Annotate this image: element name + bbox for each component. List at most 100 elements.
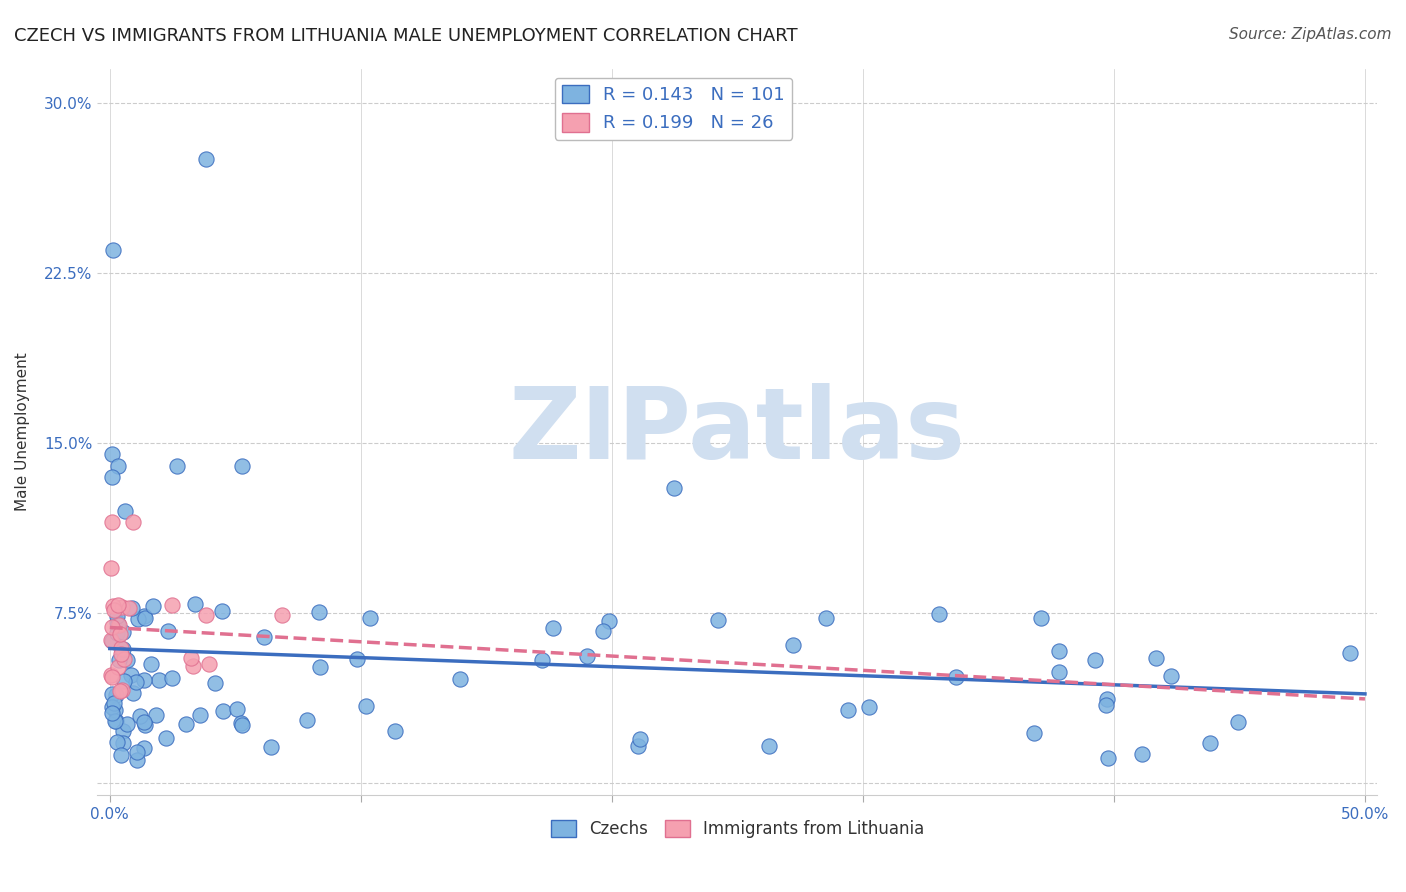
Point <box>225 702 247 716</box>
Point <box>105 689 128 703</box>
Point <box>1160 668 1182 682</box>
Point <box>575 648 598 663</box>
Text: ZIPatlas: ZIPatlas <box>509 383 966 480</box>
Point <box>110 647 132 661</box>
Point <box>117 652 139 666</box>
Point <box>132 673 155 687</box>
Point <box>1199 736 1222 750</box>
Point <box>198 657 221 671</box>
Point <box>627 739 650 754</box>
Point <box>110 627 132 641</box>
Point <box>108 617 131 632</box>
Point <box>945 669 967 683</box>
Text: Source: ZipAtlas.com: Source: ZipAtlas.com <box>1229 27 1392 42</box>
Point <box>1022 726 1045 740</box>
Point <box>107 609 129 624</box>
Point <box>1130 747 1153 762</box>
Point <box>103 602 125 616</box>
Point <box>346 651 368 665</box>
Point <box>107 626 129 640</box>
Point <box>295 713 318 727</box>
Point <box>541 621 564 635</box>
Point <box>180 650 202 665</box>
Point <box>183 597 205 611</box>
Point <box>107 660 129 674</box>
Point <box>111 683 134 698</box>
Point <box>105 714 128 728</box>
Point <box>118 601 141 615</box>
Point <box>260 740 283 755</box>
Point <box>107 653 129 667</box>
Point <box>814 611 837 625</box>
Point <box>156 624 179 638</box>
Point <box>758 739 780 753</box>
Point <box>110 684 132 698</box>
Point <box>105 615 128 630</box>
Point <box>103 243 125 257</box>
Point <box>121 686 143 700</box>
Point <box>100 620 122 634</box>
Point <box>782 638 804 652</box>
Point <box>628 731 651 746</box>
Point <box>231 458 253 473</box>
Point <box>127 746 149 760</box>
Point <box>837 703 859 717</box>
Point <box>1084 653 1107 667</box>
Point <box>530 653 553 667</box>
Point <box>155 731 177 745</box>
Point <box>104 703 127 717</box>
Point <box>101 633 124 648</box>
Point <box>127 612 149 626</box>
Point <box>195 608 218 623</box>
Point <box>166 458 188 473</box>
Point <box>120 668 142 682</box>
Point <box>592 624 614 638</box>
Point <box>115 717 138 731</box>
Point <box>101 687 124 701</box>
Point <box>100 668 122 682</box>
Point <box>1146 651 1168 665</box>
Point <box>449 673 471 687</box>
Point <box>110 640 132 655</box>
Point <box>104 714 127 728</box>
Point <box>160 598 183 612</box>
Y-axis label: Male Unemployment: Male Unemployment <box>15 352 30 511</box>
Point <box>134 718 156 732</box>
Point <box>174 717 197 731</box>
Point <box>121 516 143 530</box>
Point <box>100 516 122 530</box>
Point <box>103 696 125 710</box>
Text: CZECH VS IMMIGRANTS FROM LITHUANIA MALE UNEMPLOYMENT CORRELATION CHART: CZECH VS IMMIGRANTS FROM LITHUANIA MALE … <box>14 27 797 45</box>
Point <box>1095 692 1118 706</box>
Point <box>928 607 950 621</box>
Point <box>128 709 150 723</box>
Point <box>1339 646 1361 660</box>
Point <box>1095 698 1118 713</box>
Point <box>107 598 129 612</box>
Point <box>101 700 124 714</box>
Point <box>111 600 134 615</box>
Point <box>101 599 124 613</box>
Point <box>359 611 381 625</box>
Point <box>253 630 276 644</box>
Point <box>111 736 134 750</box>
Point <box>212 704 235 718</box>
Point <box>101 447 124 461</box>
Point <box>132 715 155 730</box>
Point <box>134 609 156 624</box>
Point <box>110 747 132 762</box>
Point <box>125 753 148 767</box>
Point <box>308 660 330 674</box>
Point <box>142 599 165 614</box>
Point <box>160 671 183 685</box>
Point <box>114 504 136 518</box>
Point <box>139 657 162 671</box>
Point <box>107 616 129 631</box>
Point <box>271 608 294 623</box>
Point <box>111 625 134 640</box>
Point <box>384 724 406 739</box>
Point <box>105 734 128 748</box>
Point <box>1097 751 1119 765</box>
Point <box>112 724 135 739</box>
Point <box>1226 715 1249 730</box>
